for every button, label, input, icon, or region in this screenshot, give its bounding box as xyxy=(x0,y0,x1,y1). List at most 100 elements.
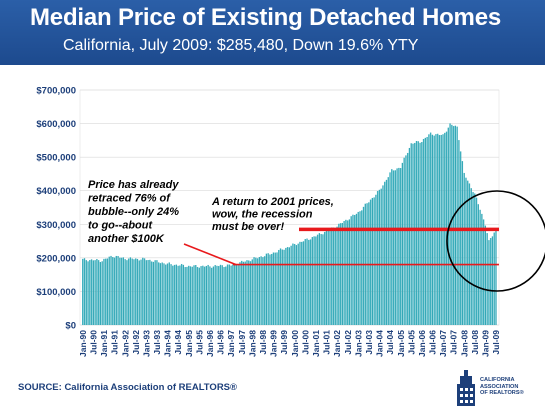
annotation-line: wow, the recession xyxy=(212,209,313,221)
x-tick-label: Jul-00 xyxy=(300,330,310,355)
bar xyxy=(244,261,246,325)
bar xyxy=(263,256,266,325)
bar xyxy=(228,264,230,325)
bar xyxy=(232,264,234,325)
bar xyxy=(140,259,142,325)
bar xyxy=(221,265,223,325)
bar xyxy=(223,267,225,325)
bar xyxy=(346,220,349,325)
bar xyxy=(120,257,123,325)
bar xyxy=(83,258,86,325)
bar xyxy=(184,267,186,325)
bar xyxy=(484,225,487,325)
bar xyxy=(134,258,137,325)
bar xyxy=(451,124,453,325)
x-tick-label: Jan-01 xyxy=(311,330,321,357)
bar xyxy=(336,226,338,325)
x-tick-label: Jan-05 xyxy=(396,330,406,357)
bar xyxy=(322,234,324,325)
bar xyxy=(108,256,110,325)
bar xyxy=(136,258,139,325)
bar xyxy=(405,155,407,325)
bar xyxy=(147,260,149,325)
bar xyxy=(299,241,301,325)
bar xyxy=(472,192,474,325)
bar xyxy=(493,232,495,325)
bar xyxy=(408,147,411,325)
bar xyxy=(286,247,289,325)
bar xyxy=(293,243,296,325)
bar xyxy=(399,168,402,325)
bar xyxy=(382,185,384,325)
bar xyxy=(454,125,456,325)
bar xyxy=(481,213,483,325)
bar xyxy=(112,257,114,325)
bar xyxy=(258,257,260,325)
bar xyxy=(163,263,165,325)
bar xyxy=(124,259,126,325)
x-tick-label: Jan-97 xyxy=(226,330,236,357)
bar xyxy=(272,252,275,325)
x-tick-label: Jul-07 xyxy=(449,330,459,355)
bar xyxy=(267,253,269,325)
bar xyxy=(355,213,358,325)
bar xyxy=(308,239,310,325)
y-tick-label: $700,000 xyxy=(36,86,76,97)
x-tick-label: Jan-08 xyxy=(459,330,469,357)
y-tick-label: $300,000 xyxy=(36,220,76,231)
source-note: SOURCE: California Association of REALTO… xyxy=(18,382,238,393)
bar xyxy=(361,210,363,325)
bar xyxy=(371,197,373,325)
y-tick-label: $0 xyxy=(65,321,76,332)
bar xyxy=(474,193,476,325)
bar xyxy=(216,265,218,325)
bar xyxy=(362,206,365,325)
bar xyxy=(212,266,215,325)
bar xyxy=(417,141,419,325)
bar xyxy=(101,261,103,325)
annotation-line: bubble--only 24% xyxy=(88,206,179,218)
bar xyxy=(353,215,356,325)
bar xyxy=(170,264,172,325)
bar xyxy=(233,263,236,325)
x-tick-label: Jul-06 xyxy=(428,330,438,355)
bar xyxy=(92,260,94,325)
bar xyxy=(482,219,485,325)
annotation-line: Price has already xyxy=(88,179,179,191)
bar xyxy=(193,265,195,325)
annotation-line: retraced 76% of xyxy=(88,193,171,205)
annotation-line: to go--about xyxy=(88,220,153,232)
bar xyxy=(315,236,317,325)
bar xyxy=(239,262,241,325)
bar xyxy=(375,194,377,325)
bar xyxy=(316,234,319,325)
bar xyxy=(422,138,425,325)
bar xyxy=(214,265,216,325)
bar xyxy=(115,255,117,325)
bar xyxy=(94,260,96,325)
bar xyxy=(341,222,343,325)
bar xyxy=(161,262,163,325)
bar xyxy=(90,259,93,325)
bar xyxy=(133,259,135,325)
bar xyxy=(127,258,130,325)
bar xyxy=(172,265,174,325)
bar xyxy=(145,260,147,325)
bar xyxy=(177,265,179,325)
chart-header: Median Price of Existing Detached Homes … xyxy=(0,0,545,65)
bar xyxy=(87,261,89,325)
bar xyxy=(459,151,462,325)
chart-title: Median Price of Existing Detached Homes xyxy=(30,4,501,31)
bar xyxy=(249,261,252,325)
annotation-line: another $100K xyxy=(88,233,165,245)
x-tick-label: Jan-94 xyxy=(163,330,173,357)
x-tick-label: Jul-01 xyxy=(322,330,332,355)
bar xyxy=(210,267,213,325)
bar xyxy=(401,162,404,325)
x-tick-label: Jul-03 xyxy=(364,330,374,355)
bar xyxy=(260,256,262,325)
logo-line-3: OF REALTORS® xyxy=(480,390,524,397)
bar xyxy=(292,243,294,325)
bar xyxy=(189,266,192,325)
bar xyxy=(256,258,259,325)
